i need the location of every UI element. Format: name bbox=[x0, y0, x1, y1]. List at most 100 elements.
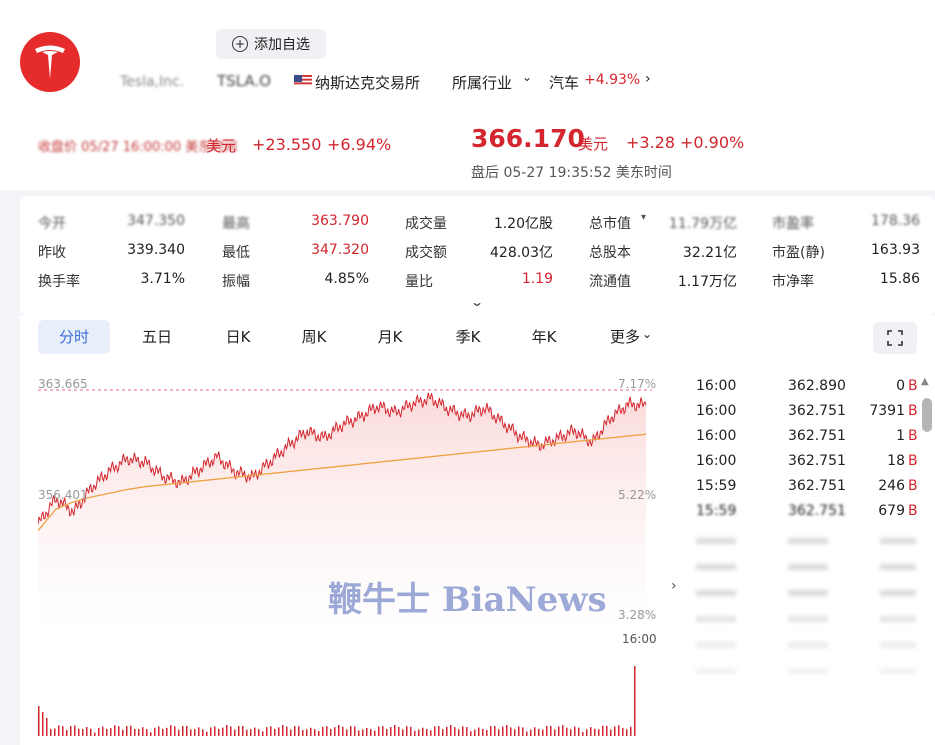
trade-price: 362.751 bbox=[788, 403, 846, 419]
volume-bar bbox=[350, 726, 352, 736]
intraday-chart[interactable] bbox=[38, 376, 652, 741]
chevron-down-icon[interactable]: ⌄ bbox=[522, 70, 533, 84]
caret-down-icon[interactable]: ▾ bbox=[641, 212, 647, 223]
volume-bar bbox=[354, 726, 356, 736]
volume-bar bbox=[606, 725, 608, 736]
industry-dropdown[interactable]: 所属行业 bbox=[452, 74, 513, 92]
stat-label-pb: 市净率 bbox=[772, 274, 814, 290]
volume-bar bbox=[226, 725, 228, 736]
volume-bar bbox=[298, 726, 300, 736]
volume-bar bbox=[222, 727, 224, 736]
trade-side: B bbox=[908, 503, 918, 519]
us-flag-icon bbox=[294, 73, 312, 86]
tab-yearly-k[interactable]: 年K bbox=[531, 328, 557, 346]
stat-value-pb: 15.86 bbox=[879, 271, 920, 287]
volume-bar bbox=[414, 730, 416, 736]
volume-bar bbox=[154, 727, 156, 736]
stat-label-open: 今开 bbox=[38, 216, 66, 232]
more-chevron-icon[interactable]: ⌄ bbox=[642, 327, 653, 341]
stat-value-static-pe: 163.93 bbox=[871, 242, 920, 258]
tab-intraday[interactable]: 分时 bbox=[38, 320, 110, 354]
volume-bar bbox=[506, 725, 508, 736]
chevron-right-icon[interactable]: › bbox=[645, 71, 651, 87]
plus-circle-icon: + bbox=[232, 36, 248, 52]
volume-bar bbox=[482, 728, 484, 736]
tab-weekly-k[interactable]: 周K bbox=[301, 328, 327, 346]
scroll-up-icon[interactable]: ▲ bbox=[921, 376, 929, 387]
stat-value-market-cap: 11.79万亿 bbox=[668, 216, 737, 232]
trades-list-blurred bbox=[696, 530, 916, 740]
volume-bar bbox=[494, 725, 496, 736]
volume-bar bbox=[38, 706, 40, 736]
volume-bar bbox=[490, 726, 492, 736]
volume-bar bbox=[634, 666, 636, 736]
volume-bar bbox=[282, 725, 284, 736]
after-hours-change-pct: +0.90% bbox=[680, 133, 745, 152]
volume-bar bbox=[570, 729, 572, 736]
pct-low-label: 3.28% bbox=[618, 608, 657, 622]
volume-bar bbox=[458, 729, 460, 736]
trade-time: 16:00 bbox=[696, 378, 737, 394]
stat-value-total-shares: 32.21亿 bbox=[682, 245, 737, 261]
volume-bar bbox=[558, 726, 560, 736]
price-area bbox=[38, 392, 646, 626]
volume-bar bbox=[150, 732, 152, 736]
after-hours-time: 盘后 05-27 19:35:52 美东时间 bbox=[471, 165, 672, 181]
volume-bar bbox=[422, 727, 424, 736]
volume-bar bbox=[578, 727, 580, 736]
volume-bar bbox=[82, 728, 84, 736]
trade-side: B bbox=[908, 428, 918, 444]
expand-chevron-icon[interactable]: ⌄ bbox=[469, 295, 485, 309]
scrollbar-thumb[interactable] bbox=[922, 398, 932, 432]
pct-high-label: 7.17% bbox=[618, 377, 657, 391]
volume-bar bbox=[306, 729, 308, 736]
stat-value-volume: 1.20亿股 bbox=[493, 216, 553, 232]
industry-name[interactable]: 汽车 bbox=[549, 74, 580, 92]
volume-bar bbox=[58, 725, 60, 736]
volume-bar bbox=[138, 729, 140, 736]
tab-daily-k[interactable]: 日K bbox=[225, 328, 251, 346]
trades-expand-icon[interactable]: › bbox=[671, 578, 677, 594]
tab-five-day[interactable]: 五日 bbox=[141, 328, 172, 346]
stat-label-low: 最低 bbox=[222, 245, 250, 261]
tab-more[interactable]: 更多 bbox=[609, 328, 640, 346]
volume-bar bbox=[594, 728, 596, 736]
volume-bar bbox=[54, 728, 56, 736]
fullscreen-icon bbox=[887, 330, 903, 346]
volume-bar bbox=[538, 728, 540, 736]
trade-volume: 679 bbox=[878, 503, 905, 519]
volume-bar bbox=[106, 728, 108, 736]
tab-quarterly-k[interactable]: 季K bbox=[455, 328, 481, 346]
tab-monthly-k[interactable]: 月K bbox=[377, 328, 403, 346]
volume-bar bbox=[342, 726, 344, 736]
volume-bar bbox=[514, 729, 516, 736]
volume-bar bbox=[166, 727, 168, 736]
volume-bar bbox=[134, 729, 136, 736]
stats-panel bbox=[20, 196, 935, 316]
fullscreen-button[interactable] bbox=[873, 322, 917, 354]
volume-bar bbox=[510, 727, 512, 736]
company-name: Tesla,Inc. bbox=[120, 74, 185, 90]
volume-bar bbox=[386, 729, 388, 736]
volume-bar bbox=[346, 729, 348, 736]
watermark-text: 鞭牛士 BiaNews bbox=[328, 580, 607, 620]
trade-time: 16:00 bbox=[696, 428, 737, 444]
volume-bar bbox=[242, 726, 244, 736]
volume-bar bbox=[218, 728, 220, 736]
stat-value-turnover-rate: 3.71% bbox=[140, 271, 185, 287]
volume-bar bbox=[262, 731, 264, 736]
close-change: +23.550 bbox=[252, 135, 322, 154]
volume-bar bbox=[554, 729, 556, 736]
trade-side: B bbox=[908, 403, 918, 419]
volume-bar bbox=[50, 728, 52, 736]
volume-bar bbox=[534, 727, 536, 736]
trade-time: 15:59 bbox=[696, 478, 737, 494]
volume-bar bbox=[330, 729, 332, 736]
volume-bar bbox=[126, 726, 128, 736]
stat-label-market-cap[interactable]: 总市值 bbox=[589, 216, 631, 232]
volume-bar bbox=[274, 728, 276, 736]
stat-label-turnover: 成交额 bbox=[405, 245, 447, 261]
volume-bar bbox=[466, 727, 468, 736]
add-favorite-button[interactable]: + 添加自选 bbox=[216, 29, 326, 59]
volume-bar bbox=[602, 725, 604, 736]
